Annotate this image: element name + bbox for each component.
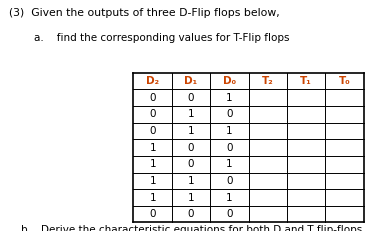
Text: b.: b. (21, 225, 31, 231)
Text: 0: 0 (188, 159, 194, 169)
Text: D₂: D₂ (146, 76, 159, 86)
Text: 0: 0 (149, 209, 156, 219)
Text: 0: 0 (226, 176, 233, 186)
Text: Derive the characteristic equations for both D and T flip-flops: Derive the characteristic equations for … (41, 225, 362, 231)
Text: D₁: D₁ (185, 76, 197, 86)
Text: 1: 1 (188, 126, 194, 136)
Text: 1: 1 (226, 126, 233, 136)
Text: (3)  Given the outputs of three D-Flip flops below,: (3) Given the outputs of three D-Flip fl… (9, 8, 280, 18)
Text: T₁: T₁ (300, 76, 312, 86)
Text: 1: 1 (188, 192, 194, 203)
Text: 0: 0 (226, 143, 233, 153)
Bar (133, 73, 364, 222)
Text: 1: 1 (226, 93, 233, 103)
Text: 0: 0 (188, 209, 194, 219)
Text: T₀: T₀ (338, 76, 350, 86)
Text: D₀: D₀ (223, 76, 236, 86)
Text: 1: 1 (226, 192, 233, 203)
Text: 0: 0 (188, 93, 194, 103)
Text: 1: 1 (149, 192, 156, 203)
Text: 1: 1 (149, 159, 156, 169)
Text: a.    find the corresponding values for T-Flip flops: a. find the corresponding values for T-F… (34, 33, 290, 43)
Text: 0: 0 (149, 93, 156, 103)
Text: 1: 1 (226, 159, 233, 169)
Text: 0: 0 (188, 143, 194, 153)
Text: 0: 0 (149, 109, 156, 119)
Text: 1: 1 (188, 109, 194, 119)
Text: T₂: T₂ (262, 76, 274, 86)
Text: 1: 1 (188, 176, 194, 186)
Text: 1: 1 (149, 143, 156, 153)
Text: 0: 0 (226, 109, 233, 119)
Text: 1: 1 (149, 176, 156, 186)
Text: 0: 0 (149, 126, 156, 136)
Text: 0: 0 (226, 209, 233, 219)
